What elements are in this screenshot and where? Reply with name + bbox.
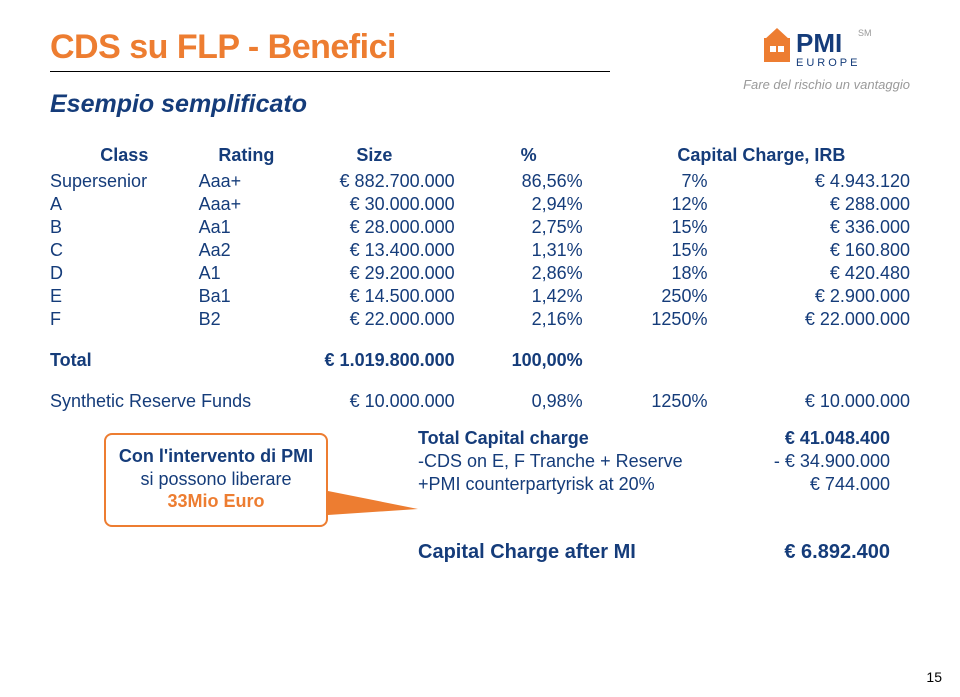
cell-rating: Aa1 [199, 216, 295, 239]
cell-size: € 14.500.000 [294, 285, 474, 308]
srf-cc: 1250% [613, 390, 730, 413]
total-size: € 1.019.800.000 [294, 349, 474, 372]
table-header-row: Class Rating Size % Capital Charge, IRB [50, 145, 910, 170]
cell-irb: € 336.000 [729, 216, 910, 239]
th-pct: % [475, 145, 613, 170]
callout-line3: 33Mio Euro [114, 490, 318, 513]
table-row: AAaa+€ 30.000.0002,94%12%€ 288.000 [50, 193, 910, 216]
total-row: Total € 1.019.800.000100,00% [50, 349, 910, 372]
final-result-row: Capital Charge after MI € 6.892.400 [418, 541, 890, 564]
summary-row: Total Capital charge € 41.048.400 [418, 427, 890, 450]
cell-irb: € 288.000 [729, 193, 910, 216]
cell-cc: 12% [613, 193, 730, 216]
svg-text:PMI: PMI [796, 28, 842, 58]
cell-class: F [50, 308, 199, 331]
cell-size: € 29.200.000 [294, 262, 474, 285]
th-capital-charge: Capital Charge, IRB [613, 145, 910, 170]
cell-irb: € 160.800 [729, 239, 910, 262]
total-pct: 100,00% [475, 349, 613, 372]
cell-pct: 2,16% [475, 308, 613, 331]
cell-size: € 28.000.000 [294, 216, 474, 239]
cell-class: D [50, 262, 199, 285]
svg-text:SM: SM [858, 28, 872, 38]
cell-irb: € 22.000.000 [729, 308, 910, 331]
cell-pct: 1,42% [475, 285, 613, 308]
cell-rating: Ba1 [199, 285, 295, 308]
total-label: Total [50, 349, 199, 372]
cell-cc: 250% [613, 285, 730, 308]
cell-class: Supersenior [50, 170, 199, 193]
cell-pct: 1,31% [475, 239, 613, 262]
final-label: Capital Charge after MI [418, 541, 636, 564]
srf-label: Synthetic Reserve Funds [50, 390, 294, 413]
page-title: CDS su FLP - Benefici [50, 28, 743, 67]
cell-pct: 2,94% [475, 193, 613, 216]
tranche-table: Class Rating Size % Capital Charge, IRB … [50, 145, 910, 413]
pmi-logo-icon: PMI EUROPE SM [760, 22, 910, 70]
summary-row: +PMI counterpartyrisk at 20% € 744.000 [418, 473, 890, 496]
srf-size: € 10.000.000 [294, 390, 474, 413]
subtitle: Esempio semplificato [50, 90, 743, 119]
cell-pct: 2,86% [475, 262, 613, 285]
cell-cc: 15% [613, 239, 730, 262]
cell-rating: Aaa+ [199, 170, 295, 193]
svg-text:EUROPE: EUROPE [796, 57, 860, 69]
summary-value: € 41.048.400 [750, 428, 890, 449]
cell-class: B [50, 216, 199, 239]
table-row: FB2€ 22.000.0002,16%1250%€ 22.000.000 [50, 308, 910, 331]
brand-logo: PMI EUROPE SM Fare del rischio un vantag… [743, 22, 910, 92]
callout-line1: Con l'intervento di PMI [114, 445, 318, 468]
summary-label: Total Capital charge [418, 428, 589, 449]
table-row: BAa1€ 28.000.0002,75%15%€ 336.000 [50, 216, 910, 239]
cell-rating: Aa2 [199, 239, 295, 262]
total-blank2 [613, 349, 730, 372]
cell-rating: A1 [199, 262, 295, 285]
cell-size: € 882.700.000 [294, 170, 474, 193]
th-size: Size [294, 145, 474, 170]
cell-size: € 13.400.000 [294, 239, 474, 262]
callout-tail-icon [310, 471, 430, 531]
cell-irb: € 420.480 [729, 262, 910, 285]
srf-irb: € 10.000.000 [729, 390, 910, 413]
cell-pct: 2,75% [475, 216, 613, 239]
cell-class: A [50, 193, 199, 216]
summary-block: Total Capital charge€ 41.048.400-CDS on … [418, 427, 890, 496]
table-row: DA1€ 29.200.0002,86%18%€ 420.480 [50, 262, 910, 285]
summary-label: +PMI counterpartyrisk at 20% [418, 474, 655, 495]
summary-label: -CDS on E, F Tranche + Reserve [418, 451, 683, 472]
cell-rating: Aaa+ [199, 193, 295, 216]
table-row: EBa1€ 14.500.0001,42%250%€ 2.900.000 [50, 285, 910, 308]
cell-irb: € 2.900.000 [729, 285, 910, 308]
page-number: 15 [926, 669, 942, 685]
table-row: CAa2€ 13.400.0001,31%15%€ 160.800 [50, 239, 910, 262]
th-rating: Rating [199, 145, 295, 170]
th-class: Class [50, 145, 199, 170]
cell-class: C [50, 239, 199, 262]
callout-box: Con l'intervento di PMI si possono liber… [104, 433, 328, 527]
title-rule [50, 71, 610, 72]
summary-value: - € 34.900.000 [750, 451, 890, 472]
srf-pct: 0,98% [475, 390, 613, 413]
callout-line2: si possono liberare [114, 468, 318, 491]
srf-row: Synthetic Reserve Funds€ 10.000.0000,98%… [50, 390, 910, 413]
cell-cc: 18% [613, 262, 730, 285]
cell-cc: 15% [613, 216, 730, 239]
cell-class: E [50, 285, 199, 308]
brand-tagline: Fare del rischio un vantaggio [743, 77, 910, 92]
cell-size: € 22.000.000 [294, 308, 474, 331]
final-value: € 6.892.400 [784, 541, 890, 564]
cell-cc: 1250% [613, 308, 730, 331]
table-row: SuperseniorAaa+€ 882.700.00086,56%7%€ 4.… [50, 170, 910, 193]
cell-rating: B2 [199, 308, 295, 331]
cell-pct: 86,56% [475, 170, 613, 193]
total-blank3 [729, 349, 910, 372]
cell-cc: 7% [613, 170, 730, 193]
cell-irb: € 4.943.120 [729, 170, 910, 193]
summary-row: -CDS on E, F Tranche + Reserve - € 34.900… [418, 450, 890, 473]
total-blank1 [199, 349, 295, 372]
summary-value: € 744.000 [750, 474, 890, 495]
cell-size: € 30.000.000 [294, 193, 474, 216]
